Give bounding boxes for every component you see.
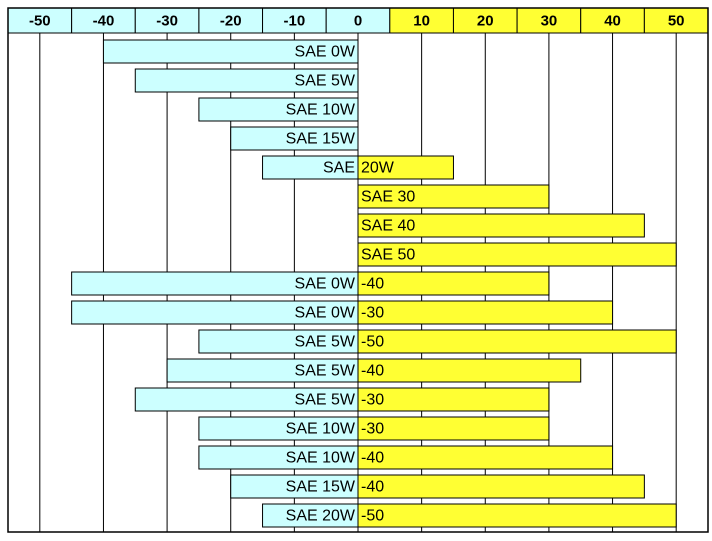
- summer-grade: 20W: [361, 160, 395, 177]
- x-tick-label: -50: [29, 12, 51, 29]
- warm-range: [357, 155, 454, 180]
- header-cell: [71, 7, 136, 34]
- x-tick-label: 40: [604, 12, 621, 29]
- x-tick-label: -10: [284, 12, 306, 29]
- warm-range: [357, 300, 614, 325]
- winter-grade: SAE 5W: [295, 392, 356, 409]
- warm-range: [357, 358, 582, 383]
- warm-range: [357, 387, 550, 412]
- x-tick-label: 20: [477, 12, 494, 29]
- x-tick-label: -20: [220, 12, 242, 29]
- frame: [7, 7, 709, 533]
- x-tick-label: 10: [413, 12, 430, 29]
- summer-grade: -40: [361, 276, 384, 293]
- cold-range: [134, 68, 359, 93]
- summer-grade: -30: [361, 305, 384, 322]
- warm-range: [357, 445, 614, 470]
- winter-grade: SAE 0W: [295, 305, 356, 322]
- winter-grade: SAE 0W: [295, 276, 356, 293]
- warm-range: [357, 329, 677, 354]
- summer-grade: -50: [361, 334, 384, 351]
- warm-range: [357, 474, 645, 499]
- warm-range: [357, 184, 550, 209]
- winter-grade: SAE 10W: [286, 450, 356, 467]
- x-tick-label: 0: [354, 12, 362, 29]
- cold-range: [230, 126, 359, 151]
- winter-grade: SAE 20W: [286, 508, 356, 525]
- cold-range: [198, 97, 359, 122]
- header-cell: [134, 7, 200, 34]
- warm-range: [357, 271, 550, 296]
- cold-range: [102, 39, 359, 64]
- summer-grade: SAE 30: [361, 189, 415, 206]
- winter-grade: SAE 5W: [295, 334, 356, 351]
- summer-grade: -40: [361, 450, 384, 467]
- summer-grade: -30: [361, 392, 384, 409]
- summer-grade: -40: [361, 363, 384, 380]
- warm-range: [357, 213, 645, 238]
- x-tick-label: -40: [93, 12, 115, 29]
- summer-grade: SAE 50: [361, 247, 415, 264]
- x-tick-label: 30: [541, 12, 558, 29]
- summer-grade: -30: [361, 421, 384, 438]
- x-tick-label: -30: [156, 12, 178, 29]
- warm-range: [357, 242, 677, 267]
- winter-grade: SAE 15W: [286, 131, 356, 148]
- winter-grade: SAE 15W: [286, 479, 356, 496]
- header-cell: [389, 7, 454, 34]
- winter-grade: SAE: [323, 160, 355, 177]
- x-tick-label: 50: [668, 12, 685, 29]
- winter-grade: SAE 5W: [295, 73, 356, 90]
- winter-grade: SAE 0W: [295, 44, 356, 61]
- summer-grade: SAE 40: [361, 218, 415, 235]
- warm-range: [357, 503, 677, 528]
- winter-grade: SAE 10W: [286, 421, 356, 438]
- winter-grade: SAE 5W: [295, 363, 356, 380]
- winter-grade: SAE 10W: [286, 102, 356, 119]
- summer-grade: -40: [361, 479, 384, 496]
- summer-grade: -50: [361, 508, 384, 525]
- warm-range: [357, 416, 550, 441]
